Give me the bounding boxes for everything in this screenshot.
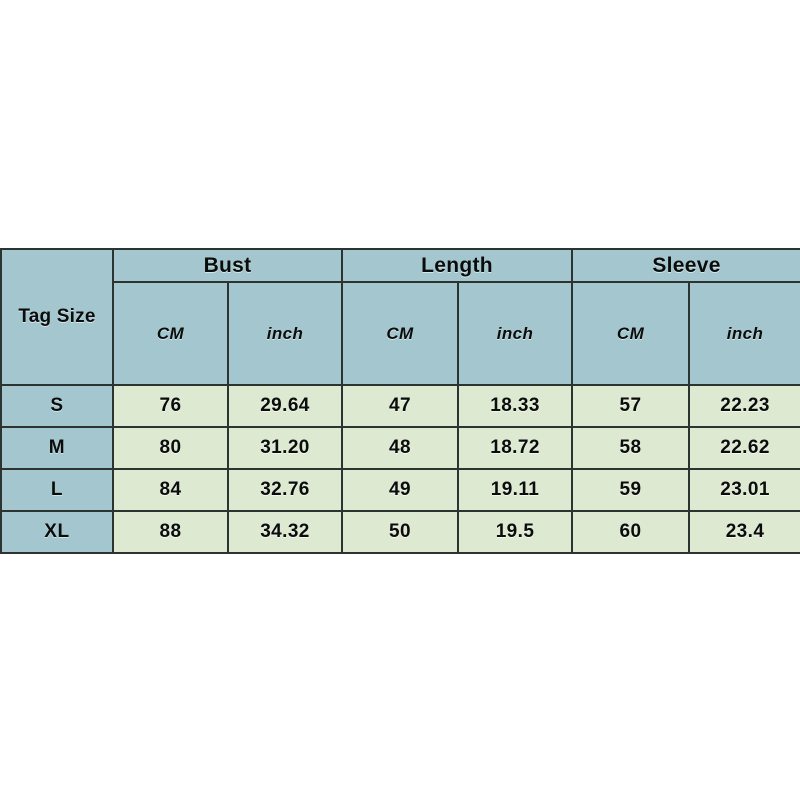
table-body: S 76 29.64 47 18.33 57 22.23 M 80 31.20 … bbox=[0, 384, 800, 554]
header-unit-sleeve-inch: inch bbox=[688, 281, 800, 386]
header-unit-length-cm: CM bbox=[341, 281, 459, 386]
header-group-sleeve: Sleeve bbox=[571, 248, 800, 283]
cell-bust-cm: 76 bbox=[112, 384, 229, 428]
cell-bust-inch: 34.32 bbox=[227, 510, 343, 554]
cell-sleeve-inch: 23.01 bbox=[688, 468, 800, 512]
cell-bust-cm: 80 bbox=[112, 426, 229, 470]
header-tag-size: Tag Size bbox=[0, 248, 114, 386]
cell-sleeve-inch: 22.62 bbox=[688, 426, 800, 470]
table-header: Tag Size Bust Length Sleeve CM inch CM i… bbox=[0, 248, 800, 386]
cell-bust-inch: 31.20 bbox=[227, 426, 343, 470]
size-chart-container: Tag Size Bust Length Sleeve CM inch CM i… bbox=[0, 248, 800, 554]
cell-length-cm: 50 bbox=[341, 510, 459, 554]
cell-length-inch: 19.5 bbox=[456, 510, 574, 554]
table-row: XL 88 34.32 50 19.5 60 23.4 bbox=[0, 510, 800, 554]
header-group-length: Length bbox=[340, 248, 574, 283]
header-row-units: CM inch CM inch CM inch bbox=[1, 281, 800, 386]
row-size-label: M bbox=[0, 426, 114, 470]
table-row: M 80 31.20 48 18.72 58 22.62 bbox=[0, 426, 800, 470]
row-size-label: S bbox=[0, 384, 114, 428]
cell-bust-cm: 88 bbox=[112, 510, 229, 554]
header-unit-sleeve-cm: CM bbox=[571, 281, 691, 386]
cell-bust-inch: 29.64 bbox=[227, 384, 343, 428]
cell-sleeve-inch: 23.4 bbox=[688, 510, 800, 554]
header-group-bust: Bust bbox=[112, 248, 343, 283]
header-unit-bust-cm: CM bbox=[112, 281, 229, 386]
cell-sleeve-cm: 60 bbox=[571, 510, 691, 554]
cell-bust-cm: 84 bbox=[112, 468, 229, 512]
size-chart-table: Tag Size Bust Length Sleeve CM inch CM i… bbox=[0, 248, 800, 554]
cell-sleeve-cm: 57 bbox=[571, 384, 691, 428]
cell-length-cm: 49 bbox=[341, 468, 459, 512]
table-row: L 84 32.76 49 19.11 59 23.01 bbox=[0, 468, 800, 512]
row-size-label: XL bbox=[0, 510, 114, 554]
cell-sleeve-cm: 59 bbox=[571, 468, 691, 512]
cell-sleeve-cm: 58 bbox=[571, 426, 691, 470]
table-row: S 76 29.64 47 18.33 57 22.23 bbox=[0, 384, 800, 428]
cell-length-inch: 18.33 bbox=[456, 384, 574, 428]
cell-length-inch: 18.72 bbox=[456, 426, 574, 470]
header-unit-bust-inch: inch bbox=[227, 281, 343, 386]
cell-length-inch: 19.11 bbox=[456, 468, 574, 512]
header-unit-length-inch: inch bbox=[456, 281, 574, 386]
cell-length-cm: 47 bbox=[341, 384, 459, 428]
header-row-groups: Tag Size Bust Length Sleeve bbox=[0, 248, 800, 386]
cell-length-cm: 48 bbox=[341, 426, 459, 470]
cell-bust-inch: 32.76 bbox=[227, 468, 343, 512]
row-size-label: L bbox=[0, 468, 114, 512]
cell-sleeve-inch: 22.23 bbox=[688, 384, 800, 428]
